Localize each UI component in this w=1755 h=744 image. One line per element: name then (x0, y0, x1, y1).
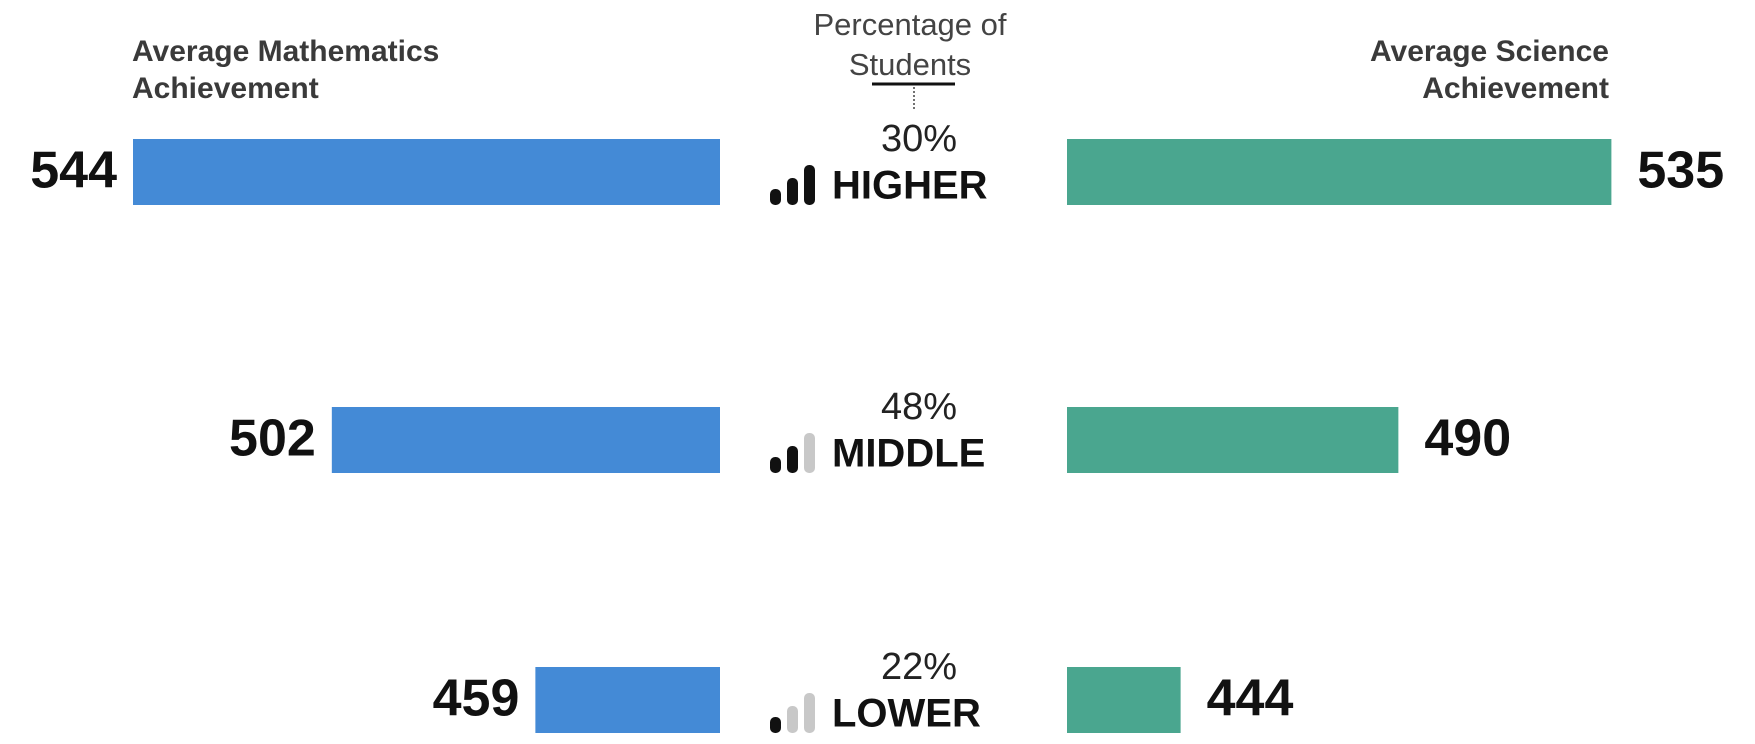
math-value-label: 502 (229, 410, 316, 468)
science-bar (1067, 667, 1181, 733)
category-label: MIDDLE (832, 432, 985, 476)
category-label: LOWER (832, 692, 981, 736)
science-bar (1067, 407, 1399, 473)
math-value-label: 459 (433, 670, 520, 728)
science-value-label: 535 (1637, 142, 1724, 200)
math-bar (133, 139, 720, 205)
math-value-label: 544 (30, 142, 117, 200)
science-header: Average Science Achievement (1369, 35, 1609, 105)
level-icon-bar (804, 693, 815, 733)
science-bar (1067, 139, 1612, 205)
share-label: 48% (881, 386, 957, 428)
level-icon-bar (787, 178, 798, 205)
share-header: Percentage of Students (813, 7, 1007, 82)
math-bar (331, 407, 720, 473)
math-bar (535, 667, 720, 733)
level-icon-bar (770, 457, 781, 473)
category-label: HIGHER (832, 164, 988, 208)
level-icon-bar (770, 189, 781, 205)
level-icon-bar (804, 165, 815, 205)
level-icon-bar (770, 717, 781, 733)
level-icon-bar (804, 433, 815, 473)
math-header: Average Mathematics Achievement (132, 35, 440, 105)
level-icon-bar (787, 706, 798, 733)
share-label: 22% (881, 646, 957, 688)
share-label: 30% (881, 118, 957, 160)
science-value-label: 490 (1424, 410, 1511, 468)
level-icon-bar (787, 446, 798, 473)
science-value-label: 444 (1207, 670, 1294, 728)
